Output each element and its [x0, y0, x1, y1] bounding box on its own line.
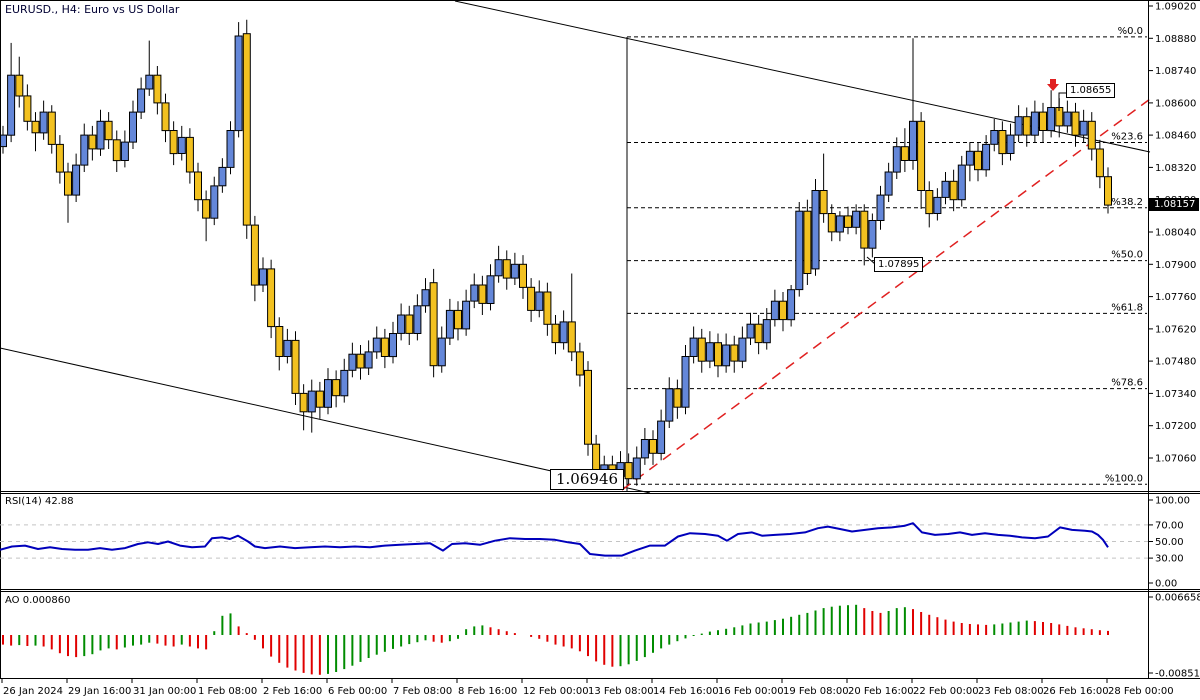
- price-tick: 1.09020: [1155, 2, 1196, 13]
- svg-text:%61.8: %61.8: [1111, 302, 1143, 313]
- price-tick: 1.07900: [1155, 260, 1196, 271]
- date-label: 22 Feb 00:00: [913, 686, 979, 697]
- date-label: 8 Feb 16:00: [458, 686, 517, 697]
- rsi-tick: 50.00: [1155, 537, 1184, 548]
- date-label: 28 Feb 00:00: [1108, 686, 1174, 697]
- price-tick: 1.08880: [1155, 34, 1196, 45]
- rsi-tick: 0.00: [1155, 579, 1177, 590]
- date-label: 1 Feb 08:00: [198, 686, 257, 697]
- chart-title: EURUSD., H4: Euro vs US Dollar: [5, 3, 180, 16]
- current-price-badge: 1.08157: [1149, 198, 1200, 211]
- date-label: 12 Feb 00:00: [523, 686, 589, 697]
- date-label: 26 Feb 16:00: [1043, 686, 1109, 697]
- rsi-tick: 70.00: [1155, 520, 1184, 531]
- svg-text:%78.6: %78.6: [1111, 378, 1143, 389]
- price-tick: 1.08040: [1155, 228, 1196, 239]
- price-tick: 1.08600: [1155, 98, 1196, 109]
- date-label: 19 Feb 08:00: [783, 686, 849, 697]
- price-tick: 1.08740: [1155, 66, 1196, 77]
- low-price-annotation[interactable]: 1.06946: [550, 469, 625, 490]
- svg-text:%50.0: %50.0: [1111, 250, 1143, 261]
- rsi-tick: 30.00: [1155, 554, 1184, 565]
- rsi-indicator-label: RSI(14) 42.88: [5, 496, 74, 507]
- candlestick-series: [0, 19, 1112, 486]
- date-label: 29 Jan 16:00: [68, 686, 131, 697]
- price-tick: 1.08320: [1155, 163, 1196, 174]
- pullback-price-annotation[interactable]: 1.07895: [874, 257, 924, 272]
- date-axis: 26 Jan 2024 29 Jan 16:00 31 Jan 00:00 1 Feb…: [1, 678, 1174, 697]
- ao-indicator-label: AO 0.000860: [5, 595, 71, 606]
- rsi-tick: 100.00: [1155, 496, 1190, 507]
- ao-tick: 0.006658: [1155, 593, 1200, 604]
- date-label: 13 Feb 08:00: [588, 686, 654, 697]
- price-tick: 1.07620: [1155, 324, 1196, 335]
- date-label: 26 Jan 2024: [3, 686, 63, 697]
- rsi-panel: 100.00 70.00 50.00 30.00 0.00: [0, 496, 1190, 590]
- svg-text:%100.0: %100.0: [1105, 473, 1143, 484]
- price-tick: 1.07200: [1155, 421, 1196, 432]
- annotation-connector: [866, 256, 876, 265]
- high-price-annotation[interactable]: 1.08655: [1066, 83, 1116, 98]
- date-label: 2 Feb 16:00: [263, 686, 322, 697]
- date-label: 14 Feb 16:00: [653, 686, 719, 697]
- price-axis: 1.09020 1.08880 1.08740 1.08600 1.08460 1.083…: [1148, 2, 1196, 465]
- rsi-line: [0, 522, 1109, 557]
- price-tick: 1.08460: [1155, 131, 1196, 142]
- date-label: 7 Feb 08:00: [393, 686, 452, 697]
- price-tick: 1.07340: [1155, 389, 1196, 400]
- date-label: 16 Feb 00:00: [718, 686, 784, 697]
- annotation-connector: [1058, 92, 1066, 111]
- date-label: 20 Feb 16:00: [848, 686, 914, 697]
- fibonacci-retracement[interactable]: %0.0 %23.6 %38.2 %50.0 %61.8 %78.6 %100.0: [627, 26, 1147, 485]
- lower-trendline[interactable]: [0, 347, 651, 494]
- ao-tick: -0.008513: [1155, 669, 1200, 680]
- ao-histogram: 0.006658 -0.008513: [2, 593, 1200, 680]
- svg-text:%23.6: %23.6: [1111, 132, 1143, 143]
- price-tick: 1.07060: [1155, 454, 1196, 465]
- price-tick: 1.07760: [1155, 292, 1196, 303]
- ascending-trendline[interactable]: [621, 98, 1151, 491]
- price-tick: 1.07480: [1155, 357, 1196, 368]
- svg-text:%38.2: %38.2: [1111, 197, 1143, 208]
- panel-borders: [0, 1, 1200, 679]
- sell-arrow-icon[interactable]: [1047, 79, 1059, 91]
- date-label: 23 Feb 08:00: [978, 686, 1044, 697]
- date-label: 31 Jan 00:00: [133, 686, 196, 697]
- svg-text:%0.0: %0.0: [1118, 26, 1143, 37]
- date-label: 6 Feb 00:00: [328, 686, 387, 697]
